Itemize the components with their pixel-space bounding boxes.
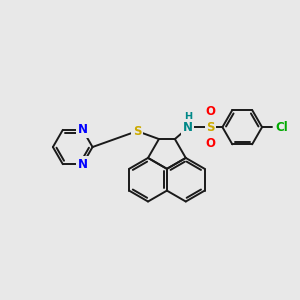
- Text: O: O: [206, 136, 215, 149]
- Text: Cl: Cl: [275, 121, 288, 134]
- Text: N: N: [183, 121, 193, 134]
- Text: N: N: [78, 158, 88, 171]
- Text: S: S: [206, 121, 215, 134]
- Text: O: O: [206, 105, 215, 118]
- Text: N: N: [78, 123, 88, 136]
- Text: H: H: [184, 112, 192, 122]
- Text: S: S: [133, 124, 141, 138]
